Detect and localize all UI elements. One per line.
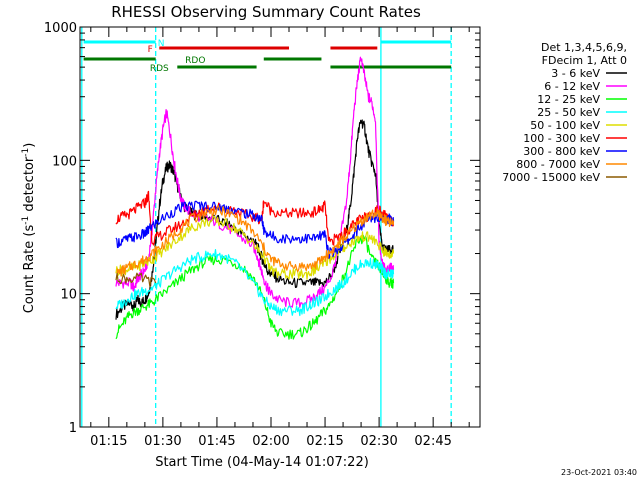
series-line-2 bbox=[115, 56, 395, 308]
flag-label-rds: RDS bbox=[150, 64, 169, 74]
legend-entry-2: 6 - 12 keV bbox=[544, 80, 600, 93]
x-tick-label-0130: 01:30 bbox=[144, 434, 181, 449]
y-axis-label-sup1: -1 bbox=[21, 216, 31, 225]
x-tick-label-0145: 01:45 bbox=[198, 434, 235, 449]
x-tick-label-0215: 02:15 bbox=[306, 434, 343, 449]
plot-area: NF RDO RDS 1 10 100 1000 01:15 01:30 01:45 02:00 02… bbox=[44, 21, 481, 449]
legend-header-line-1: Det 1,3,4,5,6,9, bbox=[541, 41, 627, 54]
x-tick-label-0245: 02:45 bbox=[414, 434, 451, 449]
x-tick-label-0230: 02:30 bbox=[360, 434, 397, 449]
series-curves bbox=[115, 56, 395, 340]
legend-entry-1: 3 - 6 keV bbox=[551, 67, 600, 80]
y-axis-label-main: Count Rate (s bbox=[22, 225, 37, 314]
series-line-8 bbox=[115, 205, 395, 279]
y-axis-label-sup2: -1 bbox=[21, 148, 31, 157]
x-tick-label-0115: 01:15 bbox=[90, 434, 127, 449]
legend-entry-5: 50 - 100 keV bbox=[530, 119, 600, 132]
legend-entry-6: 100 - 300 keV bbox=[523, 132, 600, 145]
y-tick-label-10: 10 bbox=[60, 288, 77, 303]
legend: Det 1,3,4,5,6,9, FDecim 1, Att 0 3 - 6 k… bbox=[502, 41, 627, 184]
legend-entry-4: 25 - 50 keV bbox=[537, 106, 600, 119]
legend-entry-9: 7000 - 15000 keV bbox=[502, 171, 600, 184]
axes-frame bbox=[79, 26, 481, 428]
y-tick-label-100: 100 bbox=[52, 154, 77, 169]
y-axis-label-mid: detector bbox=[22, 156, 37, 216]
x-axis-label: Start Time (04-May-14 01:07:22) bbox=[155, 455, 369, 470]
y-tick-label-1000: 1000 bbox=[44, 21, 77, 36]
legend-header-line-2: FDecim 1, Att 0 bbox=[542, 54, 627, 67]
flag-label-f: F bbox=[148, 45, 153, 55]
series-line-4 bbox=[115, 249, 395, 317]
x-tick-label-0200: 02:00 bbox=[252, 434, 289, 449]
y-axis-label-end: ) bbox=[22, 143, 37, 148]
series-line-5 bbox=[115, 215, 395, 280]
legend-entry-7: 300 - 800 keV bbox=[523, 145, 600, 158]
legend-entry-3: 12 - 25 keV bbox=[537, 93, 600, 106]
flag-label-rdo: RDO bbox=[185, 56, 205, 66]
y-tick-label-1: 1 bbox=[69, 421, 77, 436]
y-axis-label: Count Rate (s-1 detector-1) bbox=[21, 143, 37, 314]
legend-entry-8: 800 - 7000 keV bbox=[516, 158, 600, 171]
series-line-9 bbox=[115, 272, 157, 288]
flag-label-n: N bbox=[158, 39, 165, 49]
timestamp: 23-Oct-2021 03:40 bbox=[561, 468, 637, 477]
chart-title: RHESSI Observing Summary Count Rates bbox=[111, 3, 421, 21]
